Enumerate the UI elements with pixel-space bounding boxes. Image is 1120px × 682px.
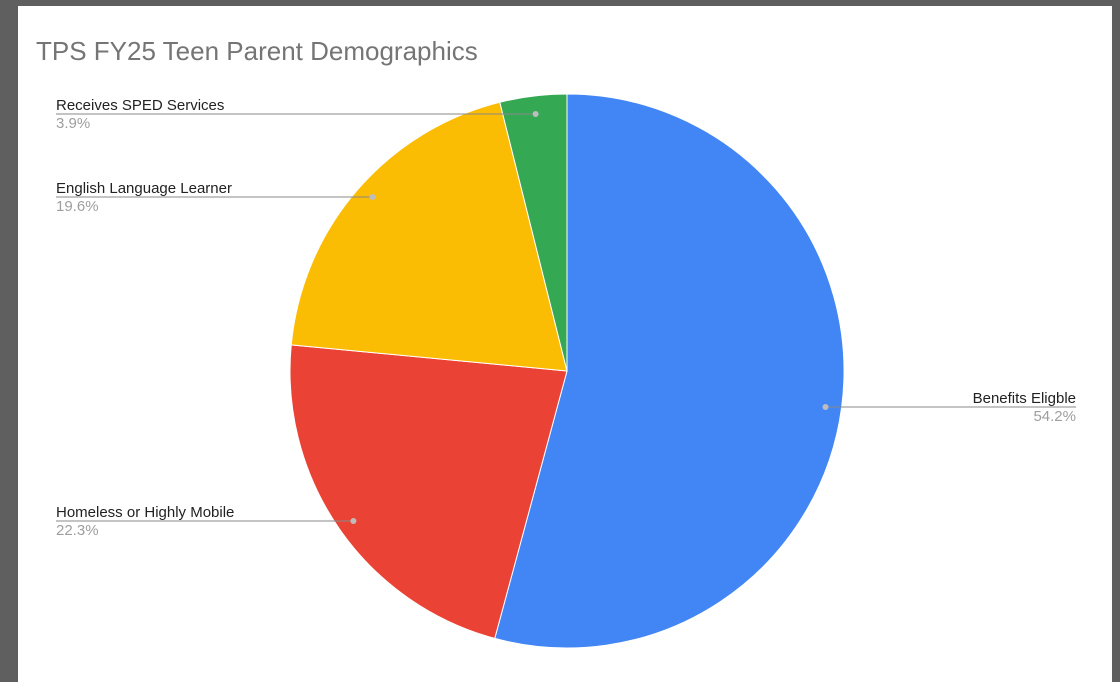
slice-label: Receives SPED Services <box>56 97 224 114</box>
leader-dot <box>350 518 357 524</box>
chart-title: TPS FY25 Teen Parent Demographics <box>36 36 478 66</box>
chart-frame: TPS FY25 Teen Parent Demographics Benefi… <box>18 6 1112 682</box>
leader-dot <box>532 111 539 117</box>
slice-label: Benefits Eligble <box>973 390 1076 407</box>
pie-slice-homeless-or-highly-mobile <box>289 344 568 640</box>
slice-label: English Language Learner <box>56 180 232 197</box>
slice-percent-label: 54.2% <box>1033 408 1076 425</box>
slice-percent-label: 3.9% <box>56 115 90 132</box>
pie-slice-receives-sped-services <box>499 93 568 372</box>
leader-dot <box>822 404 829 410</box>
slice-percent-label: 22.3% <box>56 522 99 539</box>
slice-label: Homeless or Highly Mobile <box>56 504 234 521</box>
leader-dot <box>369 194 376 200</box>
slice-percent-label: 19.6% <box>56 198 99 215</box>
